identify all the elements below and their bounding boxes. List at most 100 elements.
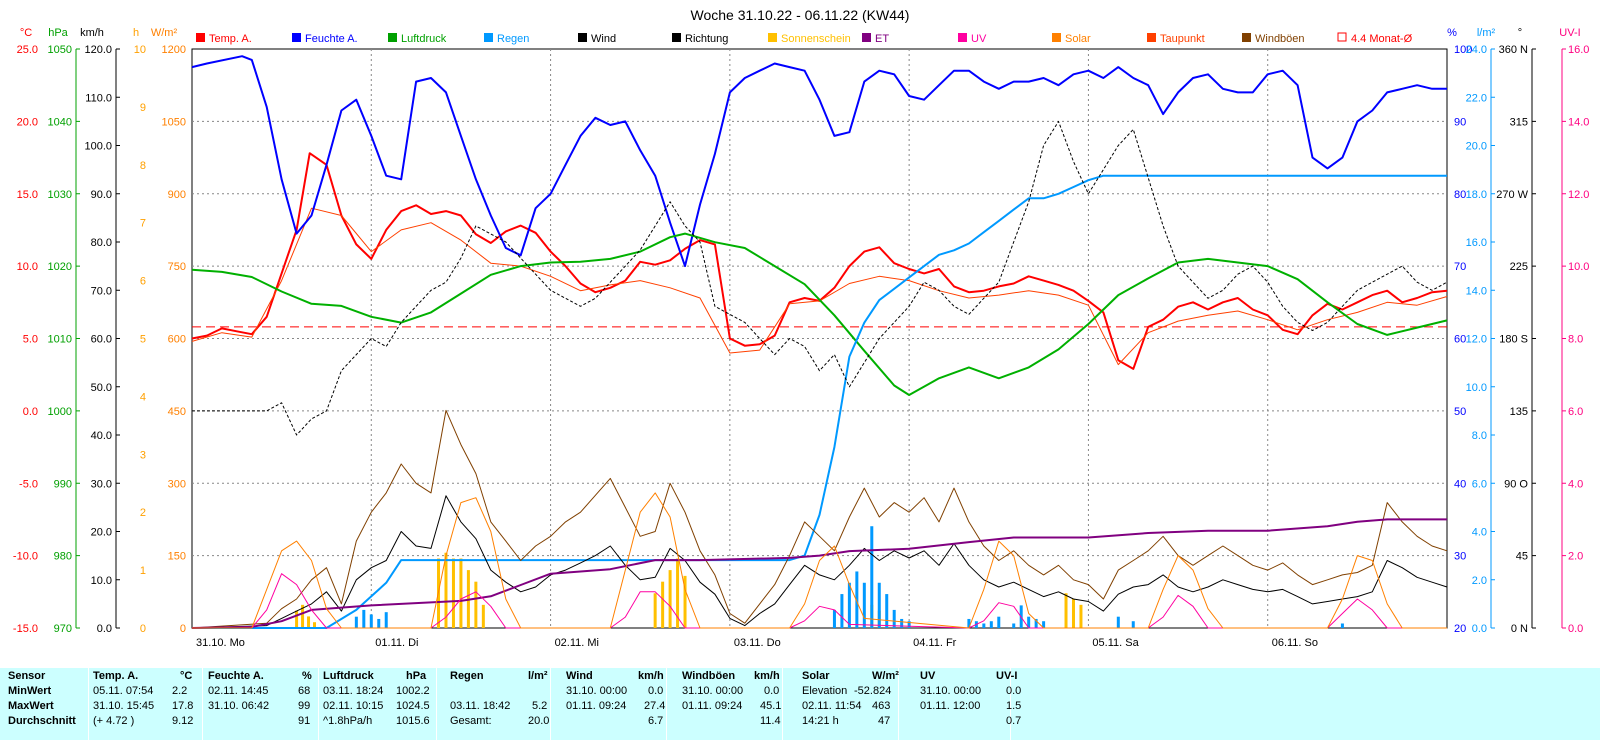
legend-swatch: [672, 33, 681, 42]
bar-regen: [362, 609, 366, 628]
stats-pressure-max-val: 1024.5: [396, 700, 430, 712]
axis-tick-humidity: 40: [1454, 478, 1466, 490]
axis-tick-rain: 0.0: [1472, 623, 1487, 635]
legend-label: Regen: [497, 33, 529, 45]
axis-tick-humidity: 50: [1454, 406, 1466, 418]
bar-sonnenschein: [451, 558, 455, 628]
stats-solar-min-label: Elevation: [802, 685, 848, 697]
stats-pressure-max-time: 02.11. 10:15: [323, 700, 384, 712]
bar-regen: [997, 616, 1001, 628]
axis-unit-wind: km/h: [80, 27, 104, 39]
axis-tick-sunshine: 10: [134, 44, 146, 56]
axis-tick-sunshine: 5: [140, 334, 146, 346]
axis-tick-pressure: 980: [54, 551, 72, 563]
stats-pressure-unit: hPa: [406, 670, 427, 682]
axis-tick-temp: 0.0: [23, 406, 38, 418]
axis-tick-rain: 14.0: [1466, 285, 1487, 297]
axis-tick-rain: 18.0: [1466, 189, 1487, 201]
stats-wind-max-time: 01.11. 09:24: [566, 700, 627, 712]
axis-tick-solar: 900: [168, 189, 186, 201]
bar-regen: [862, 582, 866, 628]
axis-tick-sunshine: 1: [140, 565, 146, 577]
legend-label: Feuchte A.: [305, 33, 358, 45]
axis-tick-uv: 14.0: [1568, 116, 1589, 128]
axis-tick-solar: 0: [180, 623, 186, 635]
bar-regen: [1012, 623, 1016, 628]
legend-swatch: [292, 33, 301, 42]
stats-humidity-title: Feuchte A.: [208, 670, 264, 682]
bar-regen: [877, 582, 881, 628]
bar-sonnenschein: [1064, 593, 1068, 628]
axis-tick-wind: 60.0: [91, 334, 112, 346]
axis-tick-wind: 120.0: [84, 44, 112, 56]
bar-sonnenschein: [1079, 604, 1083, 628]
stats-uv-title: UV: [920, 670, 936, 682]
axis-tick-pressure: 1010: [48, 334, 72, 346]
stats-rain-total-label: Gesamt:: [450, 715, 492, 727]
stats-solar-max-val: 463: [872, 700, 891, 712]
axis-unit-humidity: %: [1447, 27, 1457, 39]
legend-label: Windböen: [1255, 33, 1305, 45]
x-axis-labels: 31.10. Mo 01.11. Di 02.11. Mi 03.11. Do 04.1…: [196, 637, 1318, 649]
axis-tick-solar: 1050: [162, 116, 186, 128]
x-axis-day-label: 04.11. Fr: [913, 637, 957, 649]
axis-tick-wind: 80.0: [91, 237, 112, 249]
bar-regen: [377, 618, 381, 628]
stats-gust-max-val: 45.1: [760, 700, 782, 712]
bar-regen: [892, 609, 896, 628]
axis-tick-sunshine: 6: [140, 276, 146, 288]
axis-tick-rain: 4.0: [1472, 527, 1487, 539]
stats-temp-max-time: 31.10. 15:45: [93, 700, 155, 712]
stats-pressure-avg-note: ^1.8hPa/h: [323, 715, 373, 727]
axis-unit-uv: UV-I: [1559, 27, 1580, 39]
stats-solar-avg-note: 14:21 h: [802, 715, 839, 727]
axis-tick-wind: 100.0: [84, 141, 112, 153]
stats-temp-max-val: 17.8: [172, 700, 194, 712]
bar-regen: [982, 623, 986, 628]
legend-swatch: [388, 33, 397, 42]
legend-swatch: [958, 33, 967, 42]
bar-regen: [847, 582, 851, 628]
stats-sensor-header: Sensor: [8, 670, 46, 682]
axis-tick-pressure: 1000: [48, 406, 72, 418]
bar-regen: [870, 526, 874, 628]
legend-swatch: [862, 33, 871, 42]
x-axis-day-label: 06.11. So: [1272, 637, 1318, 649]
axis-tick-direction: 360 N: [1499, 44, 1528, 56]
stats-uv-max-time: 01.11. 12:00: [920, 700, 981, 712]
axis-tick-rain: 6.0: [1472, 478, 1487, 490]
legend-label: Solar: [1065, 33, 1091, 45]
weather-chart: Woche 31.10.22 - 06.11.22 (KW44) Temp. A…: [13, 7, 1590, 649]
stats-wind-max-val: 27.4: [644, 700, 666, 712]
x-axis-day-label: 03.11. Do: [734, 637, 781, 649]
stats-temp-avg-note: (+ 4.72 ): [93, 715, 135, 727]
axis-tick-sunshine: 0: [140, 623, 146, 635]
axis-tick-wind: 40.0: [91, 430, 112, 442]
axis-tick-uv: 10.0: [1568, 261, 1589, 273]
axis-tick-temp: -10.0: [13, 551, 38, 563]
axis-tick-sunshine: 3: [140, 449, 146, 461]
bar-sonnenschein: [313, 622, 317, 628]
stats-wind-title: Wind: [566, 670, 593, 682]
axis-tick-temp: 25.0: [17, 44, 38, 56]
bar-regen: [907, 621, 911, 628]
axis-tick-temp: -15.0: [13, 623, 38, 635]
axis-tick-temp: 15.0: [17, 189, 38, 201]
axis-tick-wind: 90.0: [91, 189, 112, 201]
bar-sonnenschein: [481, 604, 485, 628]
axes: 25.020.015.010.05.00.0-5.0-10.0-15.01050…: [13, 27, 1590, 635]
stats-gust-title: Windböen: [682, 670, 736, 682]
stats-temp-title: Temp. A.: [93, 670, 139, 682]
stats-gust-min-val: 0.0: [764, 685, 780, 697]
axis-tick-rain: 16.0: [1466, 237, 1487, 249]
stats-pressure-min-val: 1002.2: [396, 685, 430, 697]
legend-swatch: [196, 33, 205, 42]
axis-unit-solar: W/m²: [151, 27, 178, 39]
axis-tick-sunshine: 2: [140, 507, 146, 519]
stats-gust-avg-val: 11.4: [760, 715, 781, 727]
series-line-windb-en: [191, 409, 1448, 629]
axis-tick-solar: 300: [168, 478, 186, 490]
bar-sonnenschein: [301, 604, 305, 628]
axis-tick-humidity: 90: [1454, 116, 1466, 128]
bar-regen: [1340, 623, 1344, 628]
